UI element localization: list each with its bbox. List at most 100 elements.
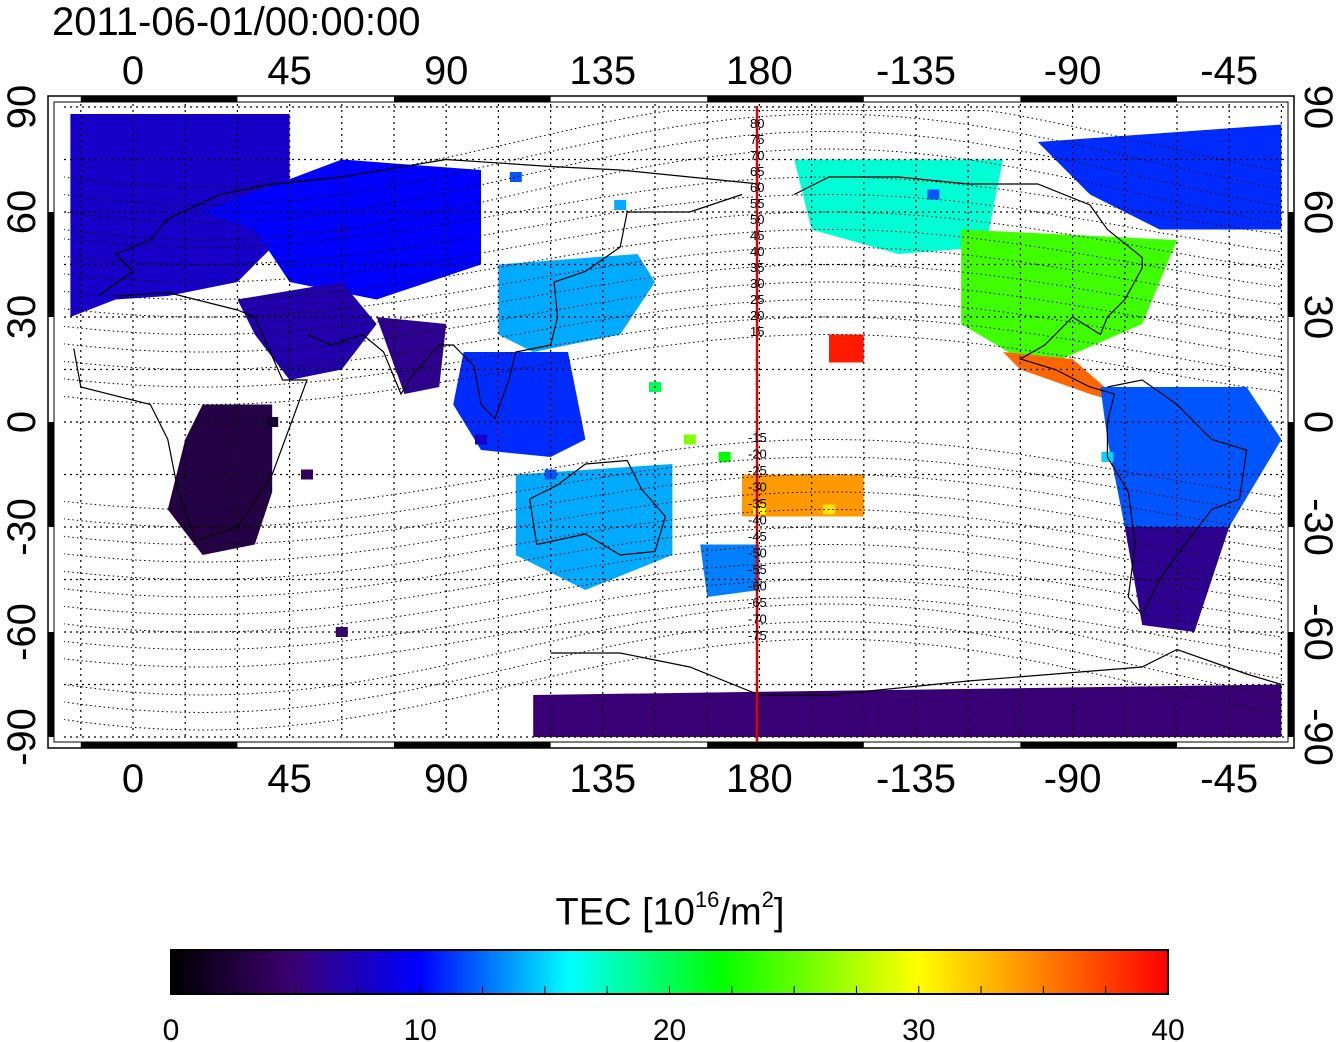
tec-patch-united-states	[961, 229, 1177, 370]
lat-tick-label-left: -90	[0, 708, 44, 766]
tec-patch-central-america	[1003, 352, 1125, 405]
mlat-contour	[64, 578, 1282, 651]
contour-label: -65	[748, 595, 767, 610]
mlat-contour	[64, 508, 1282, 581]
border-check	[48, 632, 54, 737]
tec-patch-hawaii	[829, 334, 864, 363]
contour-label: -40	[748, 513, 767, 528]
colorbar: 0 10 20 30 40	[163, 949, 1185, 1042]
border-check	[48, 212, 54, 317]
mlat-contour	[64, 211, 1282, 283]
tec-patch-canada-east	[1037, 124, 1282, 230]
border-check	[48, 422, 54, 527]
mlat-contour	[64, 148, 1282, 241]
coastline-path	[1106, 379, 1248, 616]
tec-patch-alaska-canada-west	[794, 159, 1003, 254]
lat-tick-label-left: 0	[0, 411, 44, 433]
lon-tick-label-top: 0	[122, 49, 144, 93]
tec-pixel	[266, 417, 279, 427]
border-check	[394, 742, 551, 748]
border-check	[1020, 96, 1177, 102]
tec-patch-australia	[515, 464, 673, 590]
coastline-path	[97, 158, 760, 297]
colorbar-ticks: 0 10 20 30 40	[163, 986, 1185, 1042]
contour-label: -50	[748, 546, 767, 561]
colorbar-title-close: ]	[773, 891, 785, 934]
mlat-contour	[64, 246, 1282, 318]
lat-tick-label-left: 60	[0, 190, 44, 235]
mlat-contour	[64, 113, 1282, 206]
lon-tick-label-top: 45	[267, 49, 312, 93]
tec-patch-europe	[70, 114, 290, 317]
mlat-contour	[64, 603, 1282, 696]
mlat-contour	[64, 456, 1282, 528]
tec-pixel	[927, 189, 940, 200]
contour-label: 20	[750, 308, 764, 323]
contour-label: -60	[748, 579, 767, 594]
tec-patch-new-zealand	[700, 544, 760, 597]
colorbar-title: TEC [1016/m2]	[0, 889, 1340, 934]
tec-pixel	[614, 200, 627, 210]
contour-label: 25	[750, 292, 764, 307]
lat-tick-label-left: -60	[0, 603, 44, 661]
coastline-path	[306, 193, 743, 420]
mlat-contour	[64, 281, 1282, 353]
lon-tick-label-bottom: 180	[726, 757, 793, 801]
colorbar-title-exp: 16	[694, 887, 720, 912]
mlat-contour	[64, 491, 1282, 563]
contour-label: -45	[748, 529, 767, 544]
border-check	[1288, 632, 1294, 737]
lat-tick-label-right: 60	[1296, 190, 1340, 235]
mlat-contour	[64, 228, 1282, 301]
mlat-contour	[64, 561, 1282, 633]
tec-pixel	[718, 452, 731, 462]
coastline-path	[550, 648, 1282, 696]
tec-patch-southeast-asia	[453, 352, 586, 457]
lon-tick-label-top: 135	[569, 49, 636, 93]
contour-label: 15	[750, 324, 764, 339]
lon-tick-label-bottom: 0	[122, 757, 144, 801]
map-border-checks	[48, 96, 1294, 748]
mlat-contour	[64, 110, 1282, 189]
lon-tick-label-top: 180	[726, 49, 793, 93]
lon-tick-label-bottom: 90	[424, 757, 469, 801]
contour-label: 30	[750, 276, 764, 291]
colorbar-title-unit-exp: 2	[761, 887, 774, 912]
contour-label: 80	[750, 116, 764, 131]
mlat-contour	[64, 130, 1282, 224]
contour-label: -35	[748, 496, 767, 511]
mlat-contour	[64, 596, 1282, 668]
lat-tick-label-right: -30	[1296, 498, 1340, 556]
magnetic-latitude-contours	[64, 110, 1282, 731]
lon-tick-label-top: -45	[1200, 49, 1258, 93]
coastline-path	[73, 291, 308, 542]
coastline-path	[793, 176, 1143, 395]
lon-tick-label-bottom: -45	[1200, 757, 1258, 801]
tec-pixel	[405, 242, 418, 252]
mlat-contour	[64, 543, 1282, 616]
tec-patch-antarctica	[533, 684, 1282, 737]
mlat-contour	[64, 438, 1282, 511]
tec-pixel	[475, 434, 487, 445]
tec-patch-india	[376, 317, 447, 394]
contour-label: 75	[750, 132, 764, 147]
lon-tick-label-top: -135	[876, 49, 956, 93]
lon-tick-label-bottom: -135	[876, 757, 956, 801]
lon-tick-label-bottom: -90	[1044, 757, 1102, 801]
mlat-contour	[64, 193, 1282, 266]
axis-tick-labels: 0045459090135135180180-135-135-90-90-45-…	[0, 49, 1340, 801]
tec-pixel	[683, 434, 696, 445]
border-check	[1288, 212, 1294, 317]
tec-patch-africa	[167, 404, 273, 555]
mlat-contour	[64, 526, 1282, 598]
mlat-contour	[64, 316, 1282, 388]
lon-tick-label-bottom: 45	[267, 757, 312, 801]
lon-tick-label-top: -90	[1044, 49, 1102, 93]
coastlines	[73, 158, 1282, 696]
tec-pixel	[301, 469, 313, 480]
contour-label: -20	[748, 447, 767, 462]
border-check	[707, 96, 864, 102]
contour-label: 35	[750, 260, 764, 275]
